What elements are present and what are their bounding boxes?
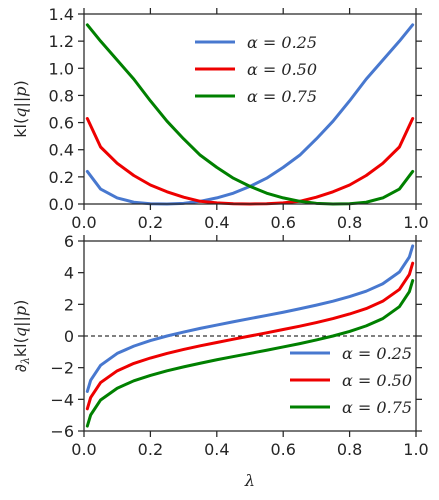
bottom-y-tick-label: −2	[50, 359, 74, 378]
bottom-x-tick-label: 0.4	[204, 440, 229, 459]
bottom-x-tick-label: 0.8	[337, 440, 362, 459]
bottom-ticks: 0.0 0.2 0.4 0.6 0.8 1.0 −6 −4 −2 0 2 4 6	[50, 232, 428, 459]
top-y-tick-label: 0.0	[49, 195, 74, 214]
top-y-tick-label: 1.0	[49, 59, 74, 78]
top-legend-label: α = 0.75	[247, 87, 317, 106]
top-x-tick-label: 0.0	[71, 213, 96, 232]
top-x-tick-label: 0.4	[204, 213, 229, 232]
bottom-x-tick-label: 0.2	[138, 440, 163, 459]
bottom-series-group	[85, 244, 415, 428]
bottom-x-axis-label: λ	[244, 471, 255, 490]
top-y-tick-label: 0.6	[49, 114, 74, 133]
bottom-series-line-alpha-075	[85, 279, 415, 428]
bottom-y-axis-label: ∂λkl(q||p)	[11, 300, 32, 373]
bottom-series-line-alpha-050	[85, 261, 415, 411]
bottom-x-tick-label: 0.0	[71, 440, 96, 459]
top-panel: 0.0 0.2 0.4 0.6 0.8 1.0 0.0 0.2 0.4 0.6 0.8 1.0 1.2 1…	[11, 5, 429, 232]
bottom-x-tick-label: 1.0	[403, 440, 428, 459]
bottom-y-tick-label: 6	[64, 232, 74, 251]
top-y-axis-label: kl(q||p)	[11, 80, 30, 137]
top-y-tick-label: 0.8	[49, 86, 74, 105]
bottom-y-tick-label: 4	[64, 264, 74, 283]
top-legend-label: α = 0.50	[247, 60, 317, 79]
bottom-y-tick-label: −4	[50, 390, 74, 409]
bottom-legend-label: α = 0.25	[342, 344, 412, 363]
bottom-legend-label: α = 0.50	[342, 371, 412, 390]
top-ticks: 0.0 0.2 0.4 0.6 0.8 1.0 0.0 0.2 0.4 0.6 0.8 1.0 1.2 1…	[49, 5, 429, 232]
top-x-tick-label: 0.8	[337, 213, 362, 232]
top-y-tick-label: 0.4	[49, 141, 74, 160]
top-y-tick-label: 1.2	[49, 32, 74, 51]
top-legend: α = 0.25 α = 0.50 α = 0.75	[195, 33, 317, 106]
bottom-x-tick-label: 0.6	[270, 440, 295, 459]
bottom-y-tick-label: 2	[64, 295, 74, 314]
top-series-line-alpha-050	[85, 117, 415, 206]
bottom-y-tick-label: −6	[50, 422, 74, 441]
top-plot-frame	[83, 13, 417, 205]
bottom-series-line-alpha-025	[85, 244, 415, 393]
bottom-y-tick-label: 0	[64, 327, 74, 346]
top-y-tick-label: 1.4	[49, 5, 74, 24]
top-y-tick-label: 0.2	[49, 168, 74, 187]
bottom-legend: α = 0.25 α = 0.50 α = 0.75	[290, 344, 412, 417]
bottom-legend-label: α = 0.75	[342, 398, 412, 417]
top-x-tick-label: 1.0	[403, 213, 428, 232]
top-series-line-alpha-075	[85, 23, 415, 206]
top-legend-label: α = 0.25	[247, 33, 317, 52]
top-x-tick-label: 0.6	[270, 213, 295, 232]
top-x-tick-label: 0.2	[138, 213, 163, 232]
